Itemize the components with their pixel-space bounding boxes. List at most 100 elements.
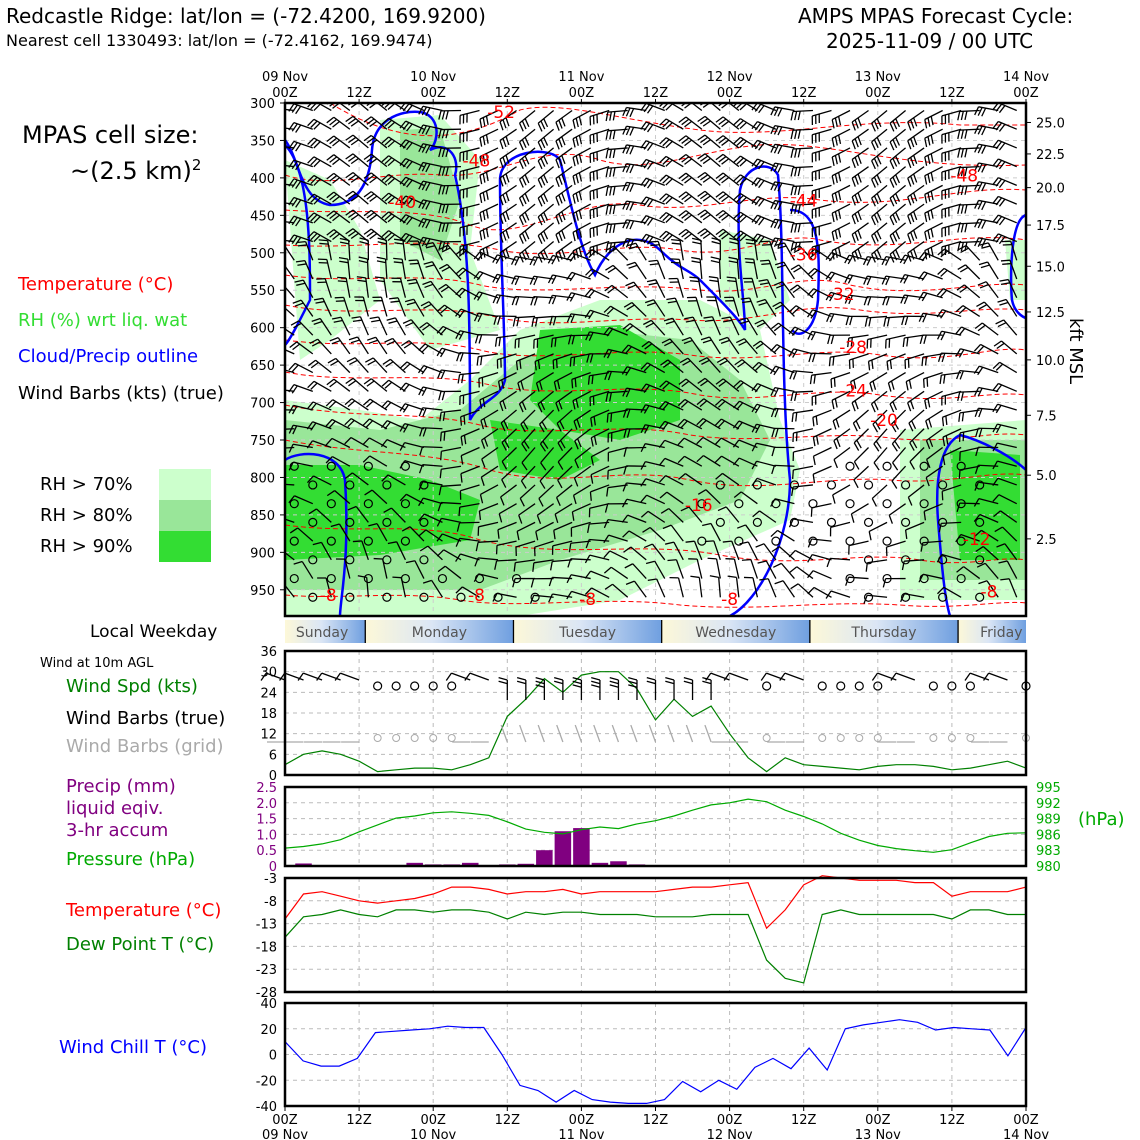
wind-barb-flag: [702, 176, 711, 183]
wind-barb-flag: [387, 177, 396, 185]
wind-barb-flag: [421, 237, 428, 247]
wind-barb-flag: [329, 137, 338, 145]
wind-barb-shaft: [515, 540, 536, 548]
wind-barb-shaft: [811, 503, 832, 509]
wind-barb-flag: [697, 171, 706, 179]
wind-barb-flag: [274, 347, 280, 354]
wind-barb-shaft: [867, 559, 888, 564]
wind-barb-flag: [479, 231, 483, 241]
wind-barb-flag: [640, 443, 646, 453]
wind-barb-flag: [417, 365, 425, 374]
wind-barb-flag: [774, 408, 779, 418]
wind-barb-shaft: [740, 491, 758, 505]
wind-barb-flag: [659, 137, 667, 145]
wind-barb-flag: [418, 143, 424, 153]
wind-barb-flag: [891, 480, 898, 489]
wind-barb-flag: [406, 301, 416, 306]
wind-barb-flag: [643, 319, 652, 326]
wind-barb-flag: [794, 167, 798, 177]
wind-barb-flag: [482, 211, 486, 221]
wind-barb-flag: [555, 140, 560, 150]
wind-barb-flag: [754, 160, 762, 168]
wind-barb-flag: [572, 495, 577, 505]
wind-barb-flag: [288, 444, 294, 453]
wind-barb-flag: [773, 182, 779, 191]
precip-liquid-label: liquid eqiv.: [66, 798, 164, 819]
wind-barb-shaft: [590, 570, 610, 580]
wind-barb-shaft: [693, 540, 703, 561]
wind-barb-flag: [643, 104, 650, 113]
calm-wind-marker-grid: [855, 734, 864, 742]
wind-barb-shaft: [480, 484, 499, 496]
wind-barb-flag: [660, 508, 670, 514]
wind-barb-flag: [711, 237, 721, 241]
wind-barb-flag: [569, 253, 576, 262]
wind-barb-flag: [683, 339, 693, 345]
wind-barb-flag: [837, 172, 842, 182]
wind-barb-flag: [345, 153, 354, 160]
wind-barb-flag: [717, 420, 725, 428]
wind-barb-flag: [698, 357, 708, 363]
wind-barb-flag: [578, 247, 583, 257]
wind-barb-flag: [307, 359, 316, 367]
wind-barbs-cross-section: [274, 103, 1018, 604]
wind-barb-flag: [578, 153, 583, 163]
wind-barb-flag: [779, 672, 786, 681]
wind-barb-flag: [904, 529, 908, 539]
wind-barb-flag: [556, 423, 562, 432]
wind-barb-flag: [555, 234, 560, 244]
wind-barb-flag: [425, 182, 431, 191]
wind-barb-flag: [567, 558, 572, 568]
wind-barb-flag: [807, 538, 813, 548]
wind-barb-shaft: [371, 489, 388, 505]
wind-barb-flag: [940, 310, 947, 319]
wind-barb-flag: [640, 159, 647, 168]
pressure-tick-label: 300: [250, 97, 275, 112]
wind-barb-flag: [790, 583, 799, 590]
calm-wind-marker-grid: [762, 734, 771, 742]
wind-barb-flag: [792, 469, 794, 479]
wind-barb-flag: [406, 217, 413, 226]
wind-barb-flag: [964, 185, 968, 195]
wind-barb-flag: [424, 241, 434, 246]
wind-barb-flag: [505, 211, 510, 221]
wind-barb-flag: [326, 229, 335, 236]
wind-barb-flag: [586, 353, 590, 363]
wind-barb-shaft: [340, 672, 360, 681]
wind-barb-flag: [739, 196, 747, 204]
precip-bar: [554, 831, 572, 866]
wind-barb-flag: [754, 122, 762, 131]
wind-barb-flag: [847, 337, 850, 348]
wind-barb-flag: [521, 214, 527, 223]
wind-barb-shaft: [589, 538, 610, 542]
calm-wind-marker: [391, 681, 401, 691]
wind-barb-flag: [609, 392, 612, 402]
wind-barb-flag: [349, 359, 358, 365]
calm-wind-marker: [919, 536, 929, 546]
wind-barb-flag: [623, 301, 633, 308]
wind-barb-shaft: [442, 533, 462, 542]
wind-barb-flag: [537, 235, 543, 245]
wind-barb-shaft: [285, 265, 295, 280]
pressure-tick-label: 700: [250, 397, 275, 412]
wind-barb-flag: [734, 359, 743, 366]
wind-barb-flag: [850, 513, 855, 523]
wind-barb-flag: [362, 455, 371, 463]
wind-barb-flag: [521, 195, 527, 205]
wind-barb-flag: [366, 400, 374, 408]
wind-barb-flag: [540, 233, 546, 242]
wind-barb-flag: [807, 288, 815, 296]
wind-barb-flag: [927, 136, 931, 146]
cross-section-plot-area: -52-48-48-44-40-36-32-28-24-20-16-12-8 -8…: [274, 103, 1026, 616]
wind-barb-shaft: [572, 503, 591, 513]
wind-barb-flag: [519, 359, 522, 369]
wind-barb-flag: [576, 418, 581, 428]
wind-barb-flag: [623, 447, 627, 457]
wind-barb-flag: [807, 268, 815, 276]
wind-barb-flag: [849, 316, 853, 326]
wind-barb-flag: [739, 140, 747, 148]
wind-barb-flag: [629, 164, 635, 174]
wind-barb-flag: [807, 331, 813, 340]
wind-barb-flag: [981, 145, 987, 154]
bottom-hour-label: 00Z: [717, 1113, 743, 1128]
